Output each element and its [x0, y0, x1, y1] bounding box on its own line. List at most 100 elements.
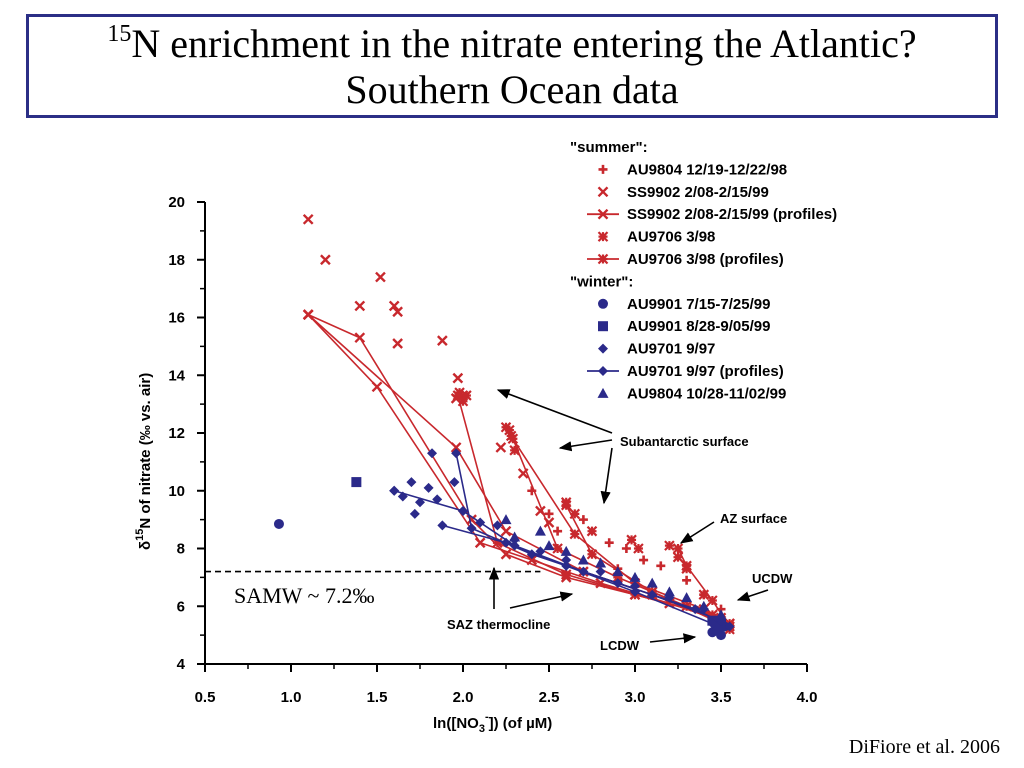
data-point [553, 526, 563, 536]
data-point [492, 537, 503, 549]
annotation-label: AZ surface [720, 511, 787, 526]
data-point [633, 543, 644, 554]
data-point [527, 486, 537, 496]
data-point [672, 543, 684, 554]
slide-title: 15N enrichment in the nitrate entering t… [26, 14, 998, 118]
data-point [681, 592, 693, 603]
data-point [712, 624, 723, 635]
x-tick-label: 0.5 [195, 689, 216, 706]
legend-label: AU9706 3/98 [627, 229, 715, 246]
annotation: Subantarctic surface [496, 389, 749, 505]
data-point [672, 551, 684, 563]
data-point [560, 569, 572, 580]
data-point [450, 442, 462, 453]
series-7 [389, 448, 709, 615]
data-point [586, 525, 598, 537]
data-point [612, 578, 623, 589]
series-9 [500, 514, 727, 620]
legend-entry: SS9902 2/08-2/15/99 (profiles) [587, 206, 837, 223]
data-point [388, 300, 400, 312]
x-tick-label: 2.0 [453, 689, 474, 706]
data-point [371, 381, 383, 393]
plot-marks: SAMW ~ 7.2‰ [205, 213, 735, 641]
data-point [663, 586, 675, 597]
data-point [302, 309, 314, 320]
legend-entry: AU9701 9/97 (profiles) [587, 363, 784, 380]
data-point [569, 508, 581, 520]
legend-entry: SS9902 2/08-2/15/99 [597, 184, 769, 201]
annotation-arrow [496, 389, 613, 434]
data-point [604, 538, 614, 548]
profile-line [307, 314, 722, 622]
data-point [507, 433, 519, 445]
annotation-arrow [600, 447, 613, 505]
y-tick-label: 4 [177, 656, 186, 673]
x-tick-label: 3.0 [625, 689, 646, 706]
data-point [392, 306, 403, 318]
legend-marker [598, 366, 608, 376]
legend-marker [597, 186, 609, 198]
data-point [375, 271, 386, 283]
data-point [500, 548, 512, 560]
series-2 [454, 387, 710, 600]
data-point [639, 555, 649, 565]
data-point [586, 548, 598, 560]
data-point [406, 477, 417, 488]
legend-marker [598, 164, 608, 174]
data-point [509, 445, 520, 456]
annotation-arrow [558, 439, 613, 452]
data-point [690, 604, 701, 615]
data-point [595, 566, 606, 577]
data-point [458, 505, 468, 516]
data-point [273, 518, 284, 529]
annotation: UCDW [736, 571, 793, 602]
data-point [577, 554, 589, 565]
y-tick-label: 6 [177, 598, 185, 615]
data-point [423, 482, 434, 493]
legend-entry: AU9701 9/97 [598, 341, 715, 358]
data-point [495, 442, 507, 453]
data-point [534, 525, 546, 536]
y-tick-label: 10 [168, 483, 185, 500]
x-tick-label: 3.5 [711, 689, 732, 706]
legend-winter-header: "winter": [570, 273, 633, 290]
title-line-1-text: N enrichment in the nitrate entering the… [131, 21, 917, 66]
annotation-label: UCDW [752, 571, 793, 586]
data-point [707, 618, 718, 629]
data-point [392, 338, 403, 349]
data-point [560, 499, 572, 511]
data-point [389, 485, 400, 496]
legend-entry: AU9901 7/15-7/25/99 [598, 296, 770, 313]
data-point [595, 557, 607, 568]
data-point [656, 561, 666, 571]
data-point [500, 514, 512, 525]
annotation: AZ surface [679, 511, 787, 544]
data-point [724, 621, 735, 632]
legend-entry: AU9804 12/19-12/22/98 [598, 161, 787, 178]
annotation: LCDW [600, 633, 697, 653]
series-0 [302, 213, 555, 528]
annotation-label: Subantarctic surface [620, 434, 749, 449]
legend-marker [597, 387, 609, 398]
y-tick-label: 8 [177, 541, 185, 558]
annotation-label: SAZ thermocline [447, 617, 550, 632]
annotation-arrow [736, 589, 769, 602]
annotation: SAZ thermocline [447, 566, 574, 632]
x-axis-label: ln([NO3-]) (of µM) [433, 711, 552, 735]
data-point [437, 335, 448, 346]
legend-label: AU9701 9/97 (profiles) [627, 363, 784, 380]
data-point [578, 515, 588, 525]
legend-label: SS9902 2/08-2/15/99 [627, 184, 769, 201]
y-axis-label: δ15N of nitrate (‰ vs. air) [134, 373, 154, 550]
legend-marker [598, 298, 608, 309]
data-point [492, 520, 503, 531]
annotation-arrow [679, 521, 715, 544]
annotation-arrow [509, 591, 574, 609]
data-point [707, 595, 718, 606]
data-point [626, 534, 637, 546]
data-point [699, 590, 709, 600]
data-point [504, 424, 515, 436]
data-point [320, 254, 331, 266]
annotations: Subantarctic surface AZ surface UCDW SAZ th… [447, 389, 793, 653]
x-tick-label: 2.5 [539, 689, 560, 706]
